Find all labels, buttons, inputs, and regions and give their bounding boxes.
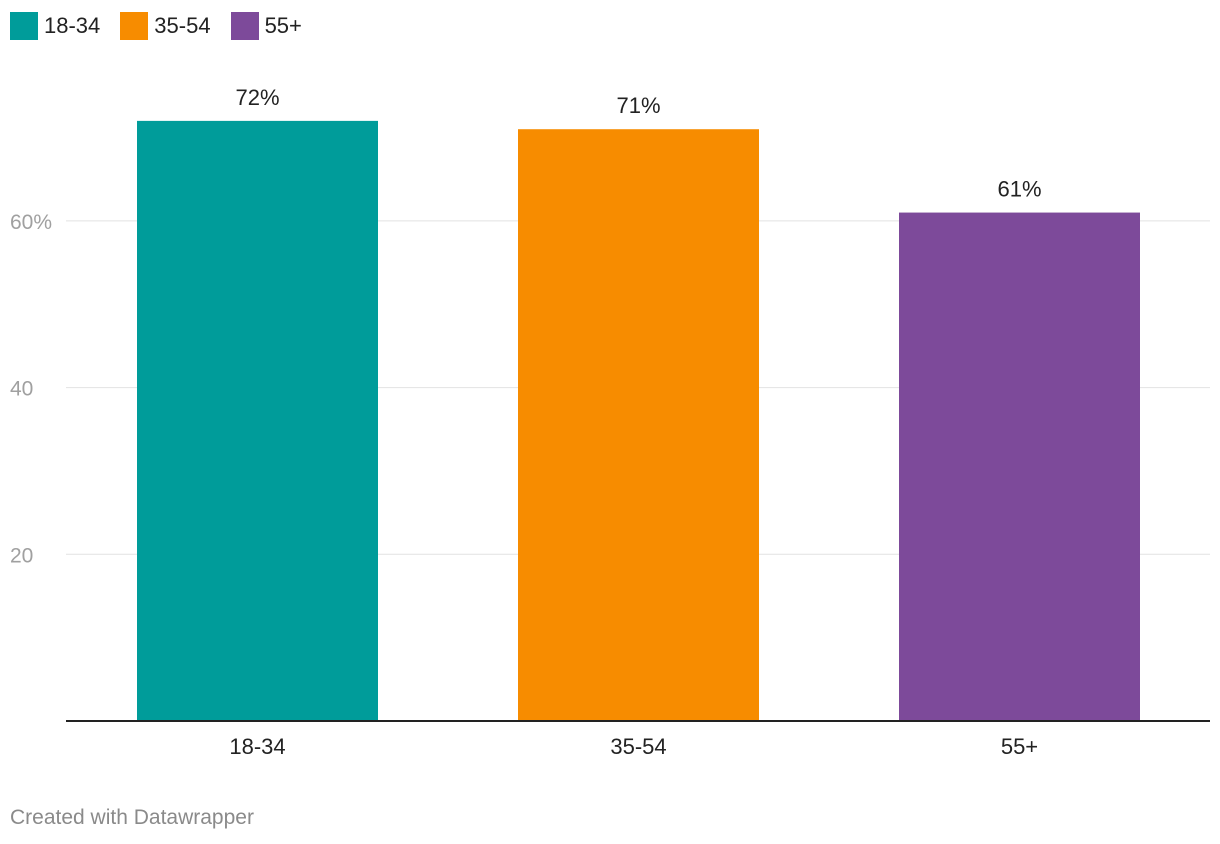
legend-label-55-plus: 55+	[264, 13, 302, 38]
legend-label-35-54: 35-54	[154, 13, 211, 38]
x-tick-label-18-34: 18-34	[229, 734, 285, 759]
x-tick-label-35-54: 35-54	[610, 734, 666, 759]
legend-item-55-plus: 55+	[230, 12, 302, 40]
y-tick-label-60: 60%	[10, 211, 52, 234]
legend-label-18-34: 18-34	[44, 13, 101, 38]
y-tick-label-40: 40	[10, 378, 33, 401]
bar-18-34	[137, 120, 378, 721]
legend-swatch-18-34	[10, 12, 38, 40]
bar-35-54	[518, 129, 759, 722]
legend-swatch-55-plus	[230, 12, 259, 40]
chart-legend: 18-34 35-54 55+	[10, 12, 322, 40]
legend-swatch-35-54	[120, 12, 149, 40]
legend-item-18-34: 18-34	[10, 12, 100, 40]
bar-value-label-55-plus: 61%	[997, 177, 1041, 202]
footer-credit: Created with Datawrapper	[10, 806, 254, 829]
legend-item-35-54: 35-54	[120, 12, 211, 40]
y-tick-label-20: 20	[10, 544, 33, 567]
bar-value-label-35-54: 71%	[616, 93, 660, 118]
x-tick-label-55-plus: 55+	[1001, 734, 1038, 759]
bar-55-plus	[899, 212, 1140, 721]
bar-value-label-18-34: 72%	[235, 85, 279, 110]
